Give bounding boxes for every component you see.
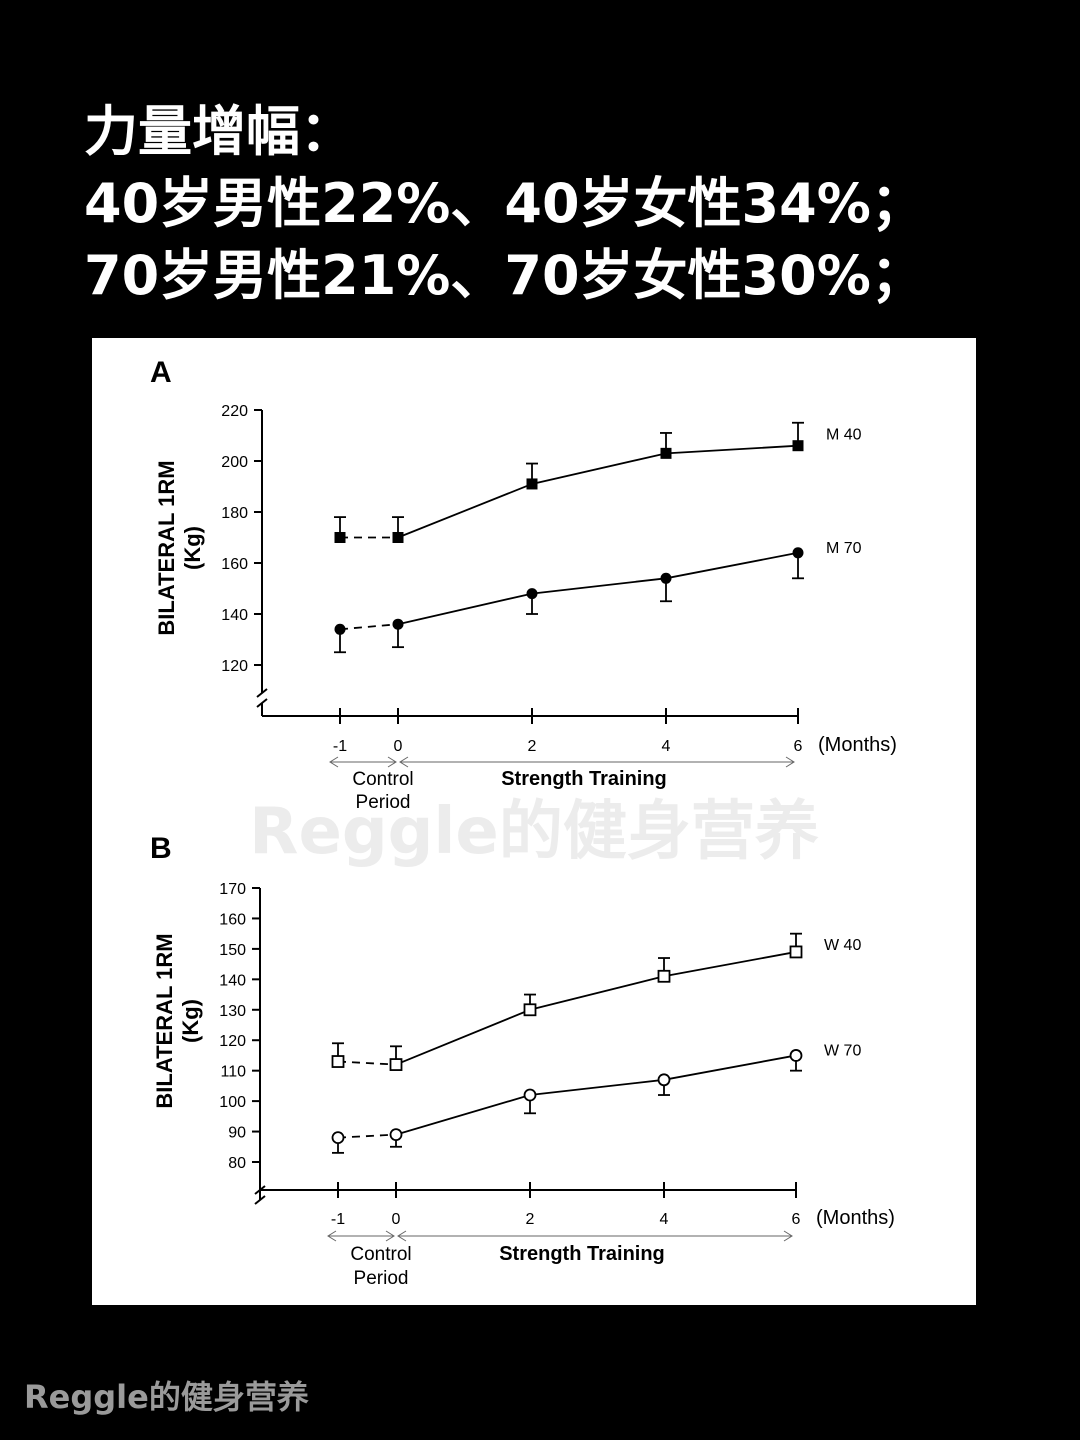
panel-a-training-label: Strength Training [501,768,667,790]
panel-a-training-arrow-head-right [785,756,795,768]
panel-b-x-tick-label: 2 [526,1211,535,1228]
panel-a-y-tick-label: 120 [221,658,248,675]
panel-a-training-arrow-head-left [399,756,409,768]
panel-b-axis-break-2 [254,1195,266,1205]
panel-a-series-m70-point [792,547,804,559]
panel-b-series-w70-control-line [337,1133,397,1139]
panel-b-series-w40-point [657,969,671,983]
panel-b-x-tick-label: 6 [792,1211,801,1228]
panel-a-x-unit-label: (Months) [818,734,897,756]
panel-b-series-w70-line [395,1054,797,1136]
panel-b-series-w40-point [331,1055,345,1068]
panel-a-series-m70-point [392,618,404,630]
panel-b-y-tick-label: 160 [219,911,246,928]
panel-a-control-arrow-head-left [329,756,339,768]
panel-a-series-m40-line [397,444,799,539]
panel-b-control-arrow-head-left [327,1230,337,1242]
panel-b-control-arrow-head-right [385,1230,395,1242]
panel-b-series-w40-label: W 40 [824,937,861,954]
panel-b-y-tick-label: 110 [220,1064,246,1081]
panel-b-series-w70-label: W 70 [824,1042,861,1059]
panel-a-y-tick-label: 200 [221,454,248,471]
panel-a-control-arrow-head-right [387,756,397,768]
panel-a-x-tick-label: 2 [528,738,537,755]
panel-a-series-m40-label: M 40 [826,427,862,444]
panel-b-x-tick-label: -1 [331,1211,345,1228]
panel-b-training-label: Strength Training [499,1243,665,1265]
panel-b-series-w70-point [331,1131,345,1145]
panel-b-series-w70-point [789,1049,803,1062]
panel-b-series-w40-point [523,1003,537,1017]
panel-a-x-tick-label: 6 [794,738,803,755]
panel-a-y-tick-label: 180 [221,505,248,522]
panel-b-series-w70-point [657,1073,671,1087]
headline-line-1: 力量增幅： [84,100,354,163]
panel-a-x-tick-label: 0 [394,738,403,755]
panel-a-y-tick-label: 160 [221,556,248,573]
panel-a-ylabel-line1: BILATERAL 1RM [154,460,179,635]
panel-a-series-m40-point [392,532,404,543]
panel-a-series-m70-point [526,588,538,600]
panel-a-series-m70-label: M 70 [826,540,862,557]
footer-watermark: Reggle的健身营养 [24,1378,309,1416]
panel-b-y-tick-label: 140 [219,972,246,989]
panel-a-axis-break-2 [256,698,268,708]
headline-line-2: 40岁男性22%、40岁女性34%； [84,172,925,235]
panel-b-x-tick-label: 4 [660,1211,669,1228]
panel-b-y-tick-label: 150 [219,942,246,959]
panel-b-training-arrow-head-right [783,1230,793,1242]
panel-b-y-tick-label: 170 [219,881,246,898]
panel-b-y-tick-label: 90 [228,1125,246,1142]
panel-b-series-w70-point [523,1088,537,1102]
panel-a-y-tick-label: 220 [221,403,248,420]
panel-b-series-w70-point [389,1128,403,1141]
panel-a-x-tick-label: 4 [662,738,671,755]
panel-a-control-label-2: Period [356,792,411,813]
panel-a-control-label-1: Control [352,769,413,790]
panel-b-y-tick-label: 120 [219,1033,246,1050]
panel-b-series-w40-control-line [337,1060,397,1066]
panel-b-control-label-1: Control [350,1244,411,1265]
panel-b-series-w40-line [395,951,797,1066]
panel-a-series-m40-point [334,532,346,543]
panel-b-training-arrow-head-left [397,1230,407,1242]
panel-a-series-m40-point [526,478,538,490]
panel-b-x-unit-label: (Months) [816,1207,895,1229]
headline-line-3: 70岁男性21%、70岁女性30%； [84,244,925,307]
figure-panel: A 120 140 160 180 200 220 BILATERAL 1RM (Kg) -1 0 2… [92,338,976,1305]
panel-b-x-tick-label: 0 [392,1211,401,1228]
panel-b-y-tick-label: 130 [219,1003,246,1020]
panel-b-y-tick-label: 80 [228,1155,246,1172]
panel-b-control-label-2: Period [354,1268,409,1289]
panel-b-letter: B [150,832,172,865]
panel-b-series-w40-point [389,1058,403,1071]
panel-a-series-m70-line [397,551,799,626]
panel-b-series-w40-point [789,945,803,959]
panel-a-axis-break-1 [256,688,268,698]
panel-a-letter: A [150,356,172,389]
panel-a-series-m70-control-line [339,623,399,631]
watermark-center: Reggle的健身营养 [249,795,819,869]
panel-a-series-m70-point [660,572,672,584]
panel-a-series-m70-point [334,623,346,635]
panel-b-ylabel-line1: BILATERAL 1RM [152,933,177,1108]
panel-a-y-tick-label: 140 [221,607,248,624]
panel-a-series-m40-point [792,440,804,452]
panel-a-x-tick-label: -1 [333,738,347,755]
panel-b-ylabel-line2: (Kg) [178,999,203,1043]
panel-a-series-m40-point [660,447,672,459]
panel-b-y-tick-label: 100 [219,1094,246,1111]
headline: 力量增幅： 40岁男性22%、40岁女性34%； 70岁男性21%、70岁女性3… [84,96,1044,312]
panel-a-ylabel-line2: (Kg) [180,526,205,570]
